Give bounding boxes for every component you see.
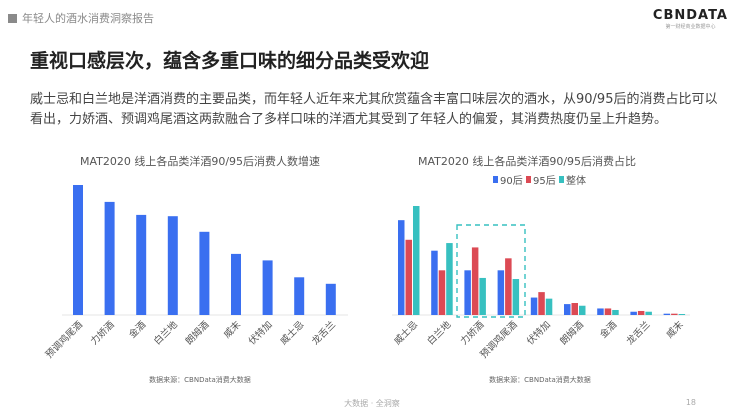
chart1-bar: [73, 185, 83, 315]
chart1-tick-label: 金酒: [126, 318, 148, 340]
chart2-bar: [538, 292, 545, 315]
chart2-bar: [545, 298, 553, 315]
chart1-bar: [262, 260, 273, 315]
chart2-bar: [630, 311, 637, 315]
chart2-bar: [431, 250, 438, 315]
logo: CBNDATA 第一财经商业数据中心: [653, 8, 728, 30]
chart2-tick-label: 力娇酒: [458, 318, 487, 347]
chart2-bar: [678, 314, 686, 315]
chart1-tick-label: 威士忌: [278, 319, 307, 348]
chart2-bar: [413, 206, 420, 315]
chart1-tick-label: 力娇酒: [88, 318, 117, 347]
chart2-bar: [505, 258, 512, 315]
chart2-tick-label: 龙舌兰: [624, 319, 653, 348]
chart2-bar: [564, 304, 571, 315]
chart2-bar: [597, 308, 604, 315]
chart2-bar: [479, 277, 486, 315]
chart2-bar: [464, 270, 471, 315]
chart2-bar: [398, 220, 405, 315]
chart2-source: 数据来源：CBNData消费大数据: [489, 375, 591, 384]
section-title: 年轻人的酒水消费洞察报告: [22, 12, 154, 25]
chart2-bar: [663, 313, 671, 315]
chart2-bar: [446, 243, 453, 315]
chart1-tick-label: 朗姆酒: [183, 318, 212, 347]
section-marker-icon: [8, 13, 17, 23]
legend-label: 90后: [500, 175, 523, 187]
footer-slogan: 大数据 · 全洞察: [344, 399, 400, 408]
legend-label: 95后: [533, 175, 556, 187]
chart2-tick-label: 威士忌: [391, 319, 420, 348]
section-header: 年轻人的酒水消费洞察报告: [8, 10, 154, 26]
chart2-tick-label: 金酒: [597, 318, 619, 340]
chart2-bar: [604, 308, 612, 315]
page-title: 重视口感层次，蕴含多重口味的细分品类受欢迎: [30, 50, 430, 72]
chart2-bar: [438, 270, 446, 315]
chart1-bar: [104, 201, 115, 315]
chart2-bar: [497, 270, 505, 315]
legend-label: 整体: [566, 174, 586, 187]
chart1-title: MAT2020 线上各品类洋酒90/95后消费人数增速: [80, 154, 320, 168]
chart2-tick-label: 朗姆酒: [557, 318, 586, 347]
chart2-bar: [645, 311, 652, 315]
chart2-bar: [637, 310, 645, 315]
chart1-bar: [325, 283, 336, 315]
description: 威士忌和白兰地是洋酒消费的主要品类，而年轻人近年来尤其欣赏蕴含丰富口味层次的酒水…: [30, 92, 718, 127]
chart2-bar: [471, 247, 479, 315]
legend-swatch: [493, 176, 498, 183]
chart1-bar: [294, 277, 305, 315]
chart1-tick-label: 伏特加: [246, 319, 275, 348]
legend-swatch: [559, 176, 564, 183]
chart2-bar: [530, 297, 538, 315]
chart2-bar: [512, 279, 520, 315]
chart1-bar: [167, 216, 178, 315]
logo-subtext: 第一财经商业数据中心: [665, 24, 716, 30]
chart2-bar: [571, 303, 578, 315]
chart1-bar: [199, 231, 210, 315]
chart2-tick-label: 白兰地: [425, 318, 454, 347]
chart1-bar: [136, 214, 147, 315]
legend-swatch: [526, 176, 531, 183]
chart2-bar: [405, 239, 412, 315]
chart1-tick-label: 龙舌兰: [309, 319, 338, 348]
chart2-title: MAT2020 线上各品类洋酒90/95后消费占比: [418, 154, 636, 168]
chart2-bar: [612, 309, 619, 315]
chart2-bar: [671, 313, 678, 315]
chart1-bar: [231, 253, 241, 315]
chart2-bar: [579, 305, 586, 315]
chart2-tick-label: 威末: [664, 318, 686, 340]
chart1-tick-label: 预调鸡尾酒: [43, 318, 85, 360]
chart1-tick-label: 白兰地: [151, 318, 180, 347]
chart1-tick-label: 威末: [221, 318, 243, 340]
page-number: 18: [685, 398, 696, 407]
chart1-source: 数据来源：CBNData消费大数据: [149, 375, 251, 384]
logo-text: CBNDATA: [652, 8, 728, 23]
highlight-box: [456, 224, 526, 318]
chart2-tick-label: 伏特加: [524, 319, 553, 348]
